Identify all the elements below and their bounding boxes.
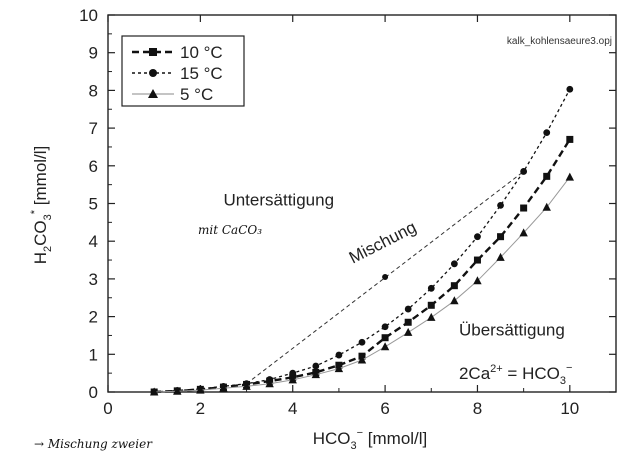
y-tick-label: 4 — [89, 232, 98, 251]
series-2-point — [265, 379, 274, 388]
mixing-line — [246, 171, 524, 385]
y-axis-title-sup: * — [29, 209, 41, 214]
series-2-point — [380, 342, 390, 351]
legend-marker-10c — [149, 48, 157, 56]
series-1-point — [312, 362, 320, 370]
y-tick-label: 3 — [89, 270, 98, 289]
x-axis-title-sup: − — [357, 427, 363, 439]
series-2-point — [311, 370, 321, 379]
series-1-point — [404, 305, 412, 313]
series-2 — [149, 172, 575, 396]
series-1-point — [381, 323, 389, 331]
series-2-point — [219, 383, 228, 392]
series-1-point — [358, 338, 366, 346]
series-1-point — [427, 284, 435, 292]
series-0-point — [404, 318, 412, 326]
legend-label-10c: 10 °C — [180, 43, 223, 62]
series-2-point — [334, 364, 344, 373]
series-1-point — [520, 168, 528, 175]
equilibrium-sup: 2+ — [490, 363, 503, 375]
legend-label-15c: 15 °C — [180, 64, 223, 83]
series-2-point — [288, 375, 297, 384]
series-2-point — [450, 296, 459, 305]
x-tick-label: 10 — [560, 399, 579, 418]
y-tick-label: 2 — [89, 308, 98, 327]
x-axis-ticks: 0 2 4 6 8 10 — [103, 15, 579, 418]
y-tick-label: 1 — [89, 345, 98, 364]
y-axis-ticks: 0 1 2 3 4 5 6 7 8 9 10 — [79, 6, 616, 402]
x-axis-title-sub: 3 — [350, 440, 356, 452]
series-2-point — [149, 387, 159, 396]
equilibrium-rest: = HCO — [503, 364, 560, 383]
series-2-point — [242, 381, 251, 390]
x-tick-label: 4 — [288, 399, 297, 418]
legend-marker-15c — [149, 69, 157, 77]
x-tick-label: 8 — [473, 399, 482, 418]
mixing-dot — [382, 274, 389, 281]
equilibrium-sup2: − — [566, 362, 572, 374]
series-1-point — [543, 129, 551, 137]
annotation-untersaettigung: Untersättigung — [223, 190, 334, 209]
series-2-point — [496, 252, 505, 261]
legend-marker-5c — [148, 89, 158, 98]
x-axis-title: HCO3− [mmol/l] — [313, 427, 428, 452]
series-0-point — [566, 135, 574, 143]
series-2-point — [565, 172, 575, 181]
x-axis-title-main: HCO — [313, 429, 351, 448]
series-0-point — [473, 256, 481, 264]
x-tick-label: 0 — [103, 399, 112, 418]
series-1-point — [474, 233, 481, 241]
legend-entry-10c: 10 °C — [132, 43, 223, 62]
handwritten-note-caco3: mit CaCO₃ — [198, 223, 262, 237]
series-2-point — [542, 202, 551, 211]
annotation-uebersaettigung: Übersättigung — [459, 320, 565, 339]
y-tick-label: 5 — [89, 195, 98, 214]
series-1-point — [450, 260, 458, 268]
legend-entry-5c: 5 °C — [132, 85, 213, 104]
y-axis-title-main: H — [31, 252, 50, 264]
legend-entry-15c: 15 °C — [132, 64, 223, 83]
series-2-point — [427, 312, 436, 321]
y-tick-label: 0 — [89, 383, 98, 402]
y-tick-label: 7 — [89, 119, 98, 138]
series-1-point — [335, 351, 343, 359]
annotation-equilibrium: 2Ca2+ = HCO3− — [459, 362, 572, 387]
legend: 10 °C 15 °C 5 °C — [121, 35, 245, 107]
y-axis-title-sub2: 3 — [42, 214, 54, 220]
series-0-point — [450, 282, 458, 290]
series-2-point — [519, 228, 528, 237]
y-axis-title-sub1: 2 — [42, 246, 54, 252]
x-axis-title-unit: [mmol/l] — [363, 429, 427, 448]
series-1-point — [289, 369, 297, 377]
x-tick-label: 2 — [196, 399, 205, 418]
series-2-point — [473, 276, 482, 285]
equilibrium-sub: 3 — [560, 375, 566, 387]
x-tick-label: 6 — [380, 399, 389, 418]
y-tick-label: 6 — [89, 157, 98, 176]
y-axis-title-mid: CO — [31, 220, 50, 246]
file-label: kalk_kohlensaeure3.opj — [507, 36, 612, 47]
y-tick-label: 8 — [89, 81, 98, 100]
legend-label-5c: 5 °C — [180, 85, 213, 104]
equilibrium-base: 2Ca — [459, 364, 491, 383]
handwritten-note-mischung: → Mischung zweier — [34, 437, 153, 451]
series-1-point — [566, 85, 574, 93]
series-2-point — [173, 386, 182, 395]
series-layer — [149, 85, 575, 396]
series-2-point — [357, 355, 367, 364]
y-axis-title: H2CO3* [mmol/l] — [29, 146, 54, 265]
series-0-point — [520, 204, 528, 212]
y-axis-title-unit: [mmol/l] — [31, 146, 50, 210]
series-2-point — [403, 327, 413, 336]
y-tick-label: 9 — [89, 44, 98, 63]
series-0-point — [427, 301, 435, 309]
series-0-point — [497, 233, 505, 241]
series-1-point — [497, 201, 504, 209]
y-tick-label: 10 — [79, 6, 98, 25]
series-0-point — [381, 334, 389, 342]
series-2-point — [196, 385, 205, 394]
series-0-point — [543, 172, 551, 180]
